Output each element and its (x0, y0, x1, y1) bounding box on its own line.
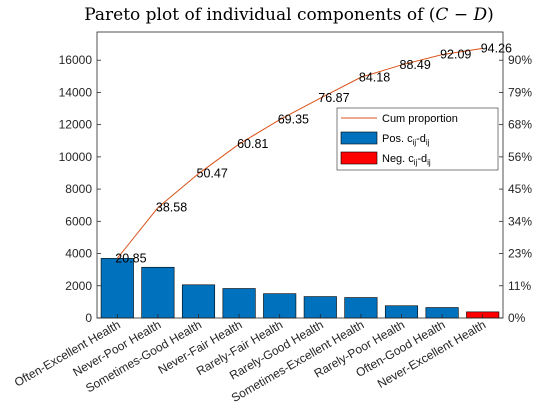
y-tick-label: 2000 (65, 279, 92, 293)
y-tick-label: 6000 (65, 214, 92, 228)
legend-swatch-pos (340, 131, 378, 145)
legend: Cum proportion Pos. cij-dij Neg. cij-dij (336, 107, 499, 171)
y2-tick-label: 0% (508, 311, 526, 325)
y2-tick-label: 79% (508, 85, 532, 99)
y-tick-label: 10000 (59, 150, 93, 164)
y-tick-label: 0 (85, 311, 92, 325)
bar-5 (263, 293, 297, 319)
legend-label-2: Pos. cij-dij (382, 133, 430, 147)
y2-tick-label: 90% (508, 53, 532, 67)
y2-tick-label: 56% (508, 150, 532, 164)
y-tick-label: 16000 (59, 53, 93, 67)
cumulative-label-10: 94.26 (481, 41, 512, 55)
y2-tick-label: 45% (508, 182, 532, 196)
cumulative-label-9: 92.09 (440, 48, 471, 62)
legend-label-3: Neg. cij-dij (382, 153, 431, 167)
cumulative-label-5: 69.35 (278, 113, 309, 127)
bars-group (100, 258, 500, 319)
cumulative-label-3: 50.47 (197, 167, 228, 181)
y-tick-label: 8000 (65, 182, 92, 196)
bar-3 (181, 284, 216, 319)
plot-frame (96, 31, 504, 319)
y2-tick-label: 11% (508, 279, 531, 293)
cumulative-label-4: 60.81 (237, 137, 268, 151)
chart-title: Pareto plot of individual components of … (84, 5, 494, 25)
cumulative-label-1: 20.85 (115, 251, 146, 265)
cumulative-line (116, 47, 483, 259)
legend-label-1: Cum proportion (382, 113, 458, 125)
y-tick-label: 4000 (65, 247, 92, 261)
bar-2 (141, 266, 175, 319)
cumulative-label-6: 76.87 (318, 91, 349, 105)
y2-tick-label: 34% (508, 214, 532, 228)
y-tick-label: 12000 (59, 118, 93, 132)
cumulative-label-2: 38.58 (156, 201, 187, 215)
legend-swatch-neg (340, 151, 378, 165)
cumulative-label-8: 88.49 (400, 58, 431, 72)
y2-tick-label: 68% (508, 118, 532, 132)
y2-tick-label: 23% (508, 247, 532, 261)
axes-group: 0 2000 4000 6000 8000 10000 12000 14000 16000 0% 1… (12, 31, 532, 405)
bar-4 (222, 288, 256, 319)
cumulative-line-group: 20.85 38.58 50.47 60.81 69.35 76.87 84.18 88.49… (115, 41, 512, 265)
bar-1 (100, 258, 134, 319)
cumulative-label-7: 84.18 (359, 70, 390, 84)
y-tick-label: 14000 (59, 85, 93, 99)
